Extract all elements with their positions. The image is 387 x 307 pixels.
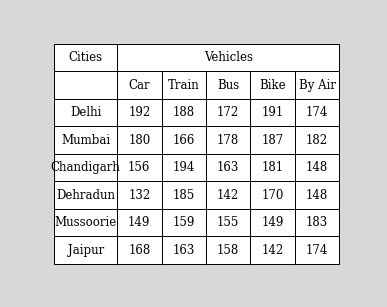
Bar	[250, 181, 295, 209]
Bar	[161, 72, 206, 99]
Text: 148: 148	[306, 161, 328, 174]
Bar	[295, 126, 339, 154]
Text: Mussoorie: Mussoorie	[55, 216, 117, 229]
Text: 182: 182	[306, 134, 328, 147]
Text: 178: 178	[217, 134, 239, 147]
Text: Chandigarh: Chandigarh	[51, 161, 121, 174]
Bar	[117, 154, 161, 181]
Bar	[54, 44, 117, 72]
Bar	[161, 154, 206, 181]
Bar	[206, 209, 250, 236]
Text: Train: Train	[168, 79, 200, 92]
Bar	[295, 154, 339, 181]
Bar	[117, 209, 161, 236]
Text: 192: 192	[128, 106, 151, 119]
Text: 158: 158	[217, 243, 239, 257]
Text: 159: 159	[173, 216, 195, 229]
Text: Cities: Cities	[68, 51, 103, 64]
Bar	[295, 72, 339, 99]
Text: 185: 185	[173, 188, 195, 202]
Text: 191: 191	[262, 106, 284, 119]
Text: 149: 149	[262, 216, 284, 229]
Text: 156: 156	[128, 161, 151, 174]
Bar	[206, 72, 250, 99]
Bar	[54, 99, 117, 126]
Bar	[161, 236, 206, 264]
Text: Bike: Bike	[259, 79, 286, 92]
Text: 166: 166	[173, 134, 195, 147]
Text: Delhi: Delhi	[70, 106, 101, 119]
Text: 142: 142	[217, 188, 239, 202]
Bar	[250, 209, 295, 236]
Bar	[295, 99, 339, 126]
Bar	[250, 154, 295, 181]
Text: 180: 180	[128, 134, 151, 147]
Bar	[206, 99, 250, 126]
Bar	[117, 236, 161, 264]
Bar	[206, 154, 250, 181]
Text: Dehradun: Dehradun	[56, 188, 115, 202]
Text: Bus: Bus	[217, 79, 239, 92]
Bar	[206, 181, 250, 209]
Bar	[161, 181, 206, 209]
Text: 170: 170	[262, 188, 284, 202]
Bar	[54, 209, 117, 236]
Bar	[117, 72, 161, 99]
Bar	[206, 236, 250, 264]
Bar	[161, 126, 206, 154]
Bar	[54, 154, 117, 181]
Text: Vehicles: Vehicles	[204, 51, 253, 64]
Text: 168: 168	[128, 243, 151, 257]
Text: 149: 149	[128, 216, 151, 229]
Bar	[250, 126, 295, 154]
Bar	[54, 181, 117, 209]
Bar	[117, 99, 161, 126]
Text: Jaipur: Jaipur	[68, 243, 104, 257]
Text: Car: Car	[128, 79, 150, 92]
Bar	[250, 99, 295, 126]
Bar	[54, 72, 117, 99]
Bar	[250, 236, 295, 264]
Bar	[250, 72, 295, 99]
Text: 188: 188	[173, 106, 195, 119]
Text: 187: 187	[262, 134, 284, 147]
Bar	[295, 236, 339, 264]
Bar	[117, 181, 161, 209]
Text: 174: 174	[306, 106, 328, 119]
Text: 155: 155	[217, 216, 240, 229]
Text: 181: 181	[262, 161, 284, 174]
Bar	[54, 126, 117, 154]
Bar	[295, 209, 339, 236]
Bar	[117, 126, 161, 154]
Bar	[161, 99, 206, 126]
Text: By Air: By Air	[299, 79, 336, 92]
Text: 148: 148	[306, 188, 328, 202]
Bar	[295, 181, 339, 209]
Text: 163: 163	[173, 243, 195, 257]
Text: 142: 142	[262, 243, 284, 257]
Text: Mumbai: Mumbai	[61, 134, 110, 147]
Bar	[117, 44, 339, 72]
Text: 172: 172	[217, 106, 239, 119]
Text: 132: 132	[128, 188, 151, 202]
Bar	[206, 126, 250, 154]
Bar	[161, 209, 206, 236]
Text: 183: 183	[306, 216, 328, 229]
Bar	[54, 236, 117, 264]
Text: 174: 174	[306, 243, 328, 257]
Text: 163: 163	[217, 161, 240, 174]
Text: 194: 194	[173, 161, 195, 174]
